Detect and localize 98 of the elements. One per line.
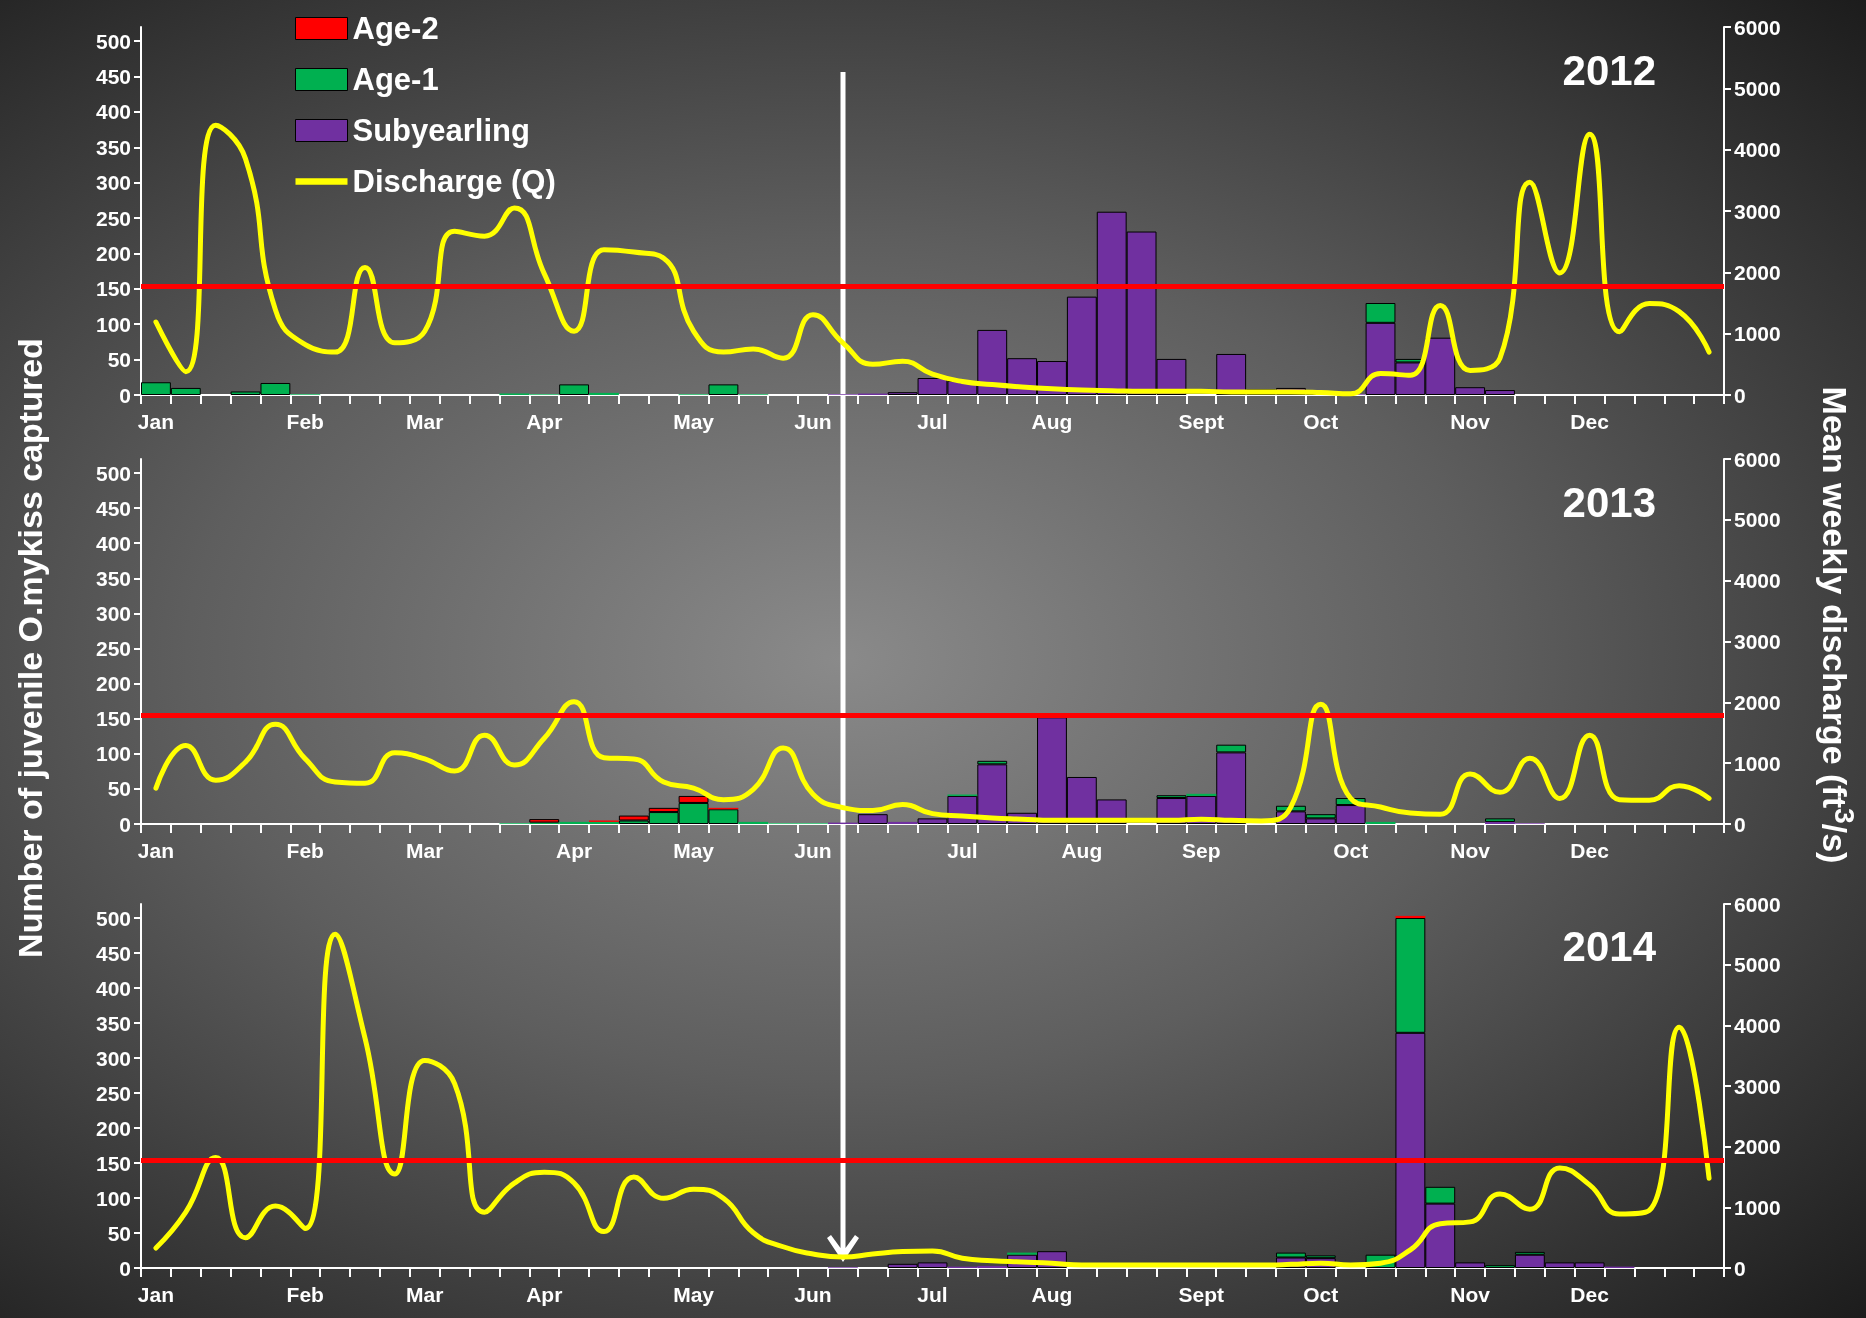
x-tick-label: Mar — [406, 1283, 444, 1306]
y-tick-label: 100 — [95, 312, 131, 336]
y-tick-label: 400 — [95, 976, 131, 1000]
y-tick-label: 250 — [95, 637, 131, 661]
y2-tick-label: 1000 — [1734, 1195, 1781, 1219]
x-tick-label: Aug — [1031, 1283, 1073, 1306]
x-tick-label: Jul — [947, 839, 978, 862]
x-tick-label: Dec — [1570, 1283, 1610, 1306]
x-tick-label: Nov — [1450, 839, 1491, 862]
x-tick-label: Feb — [286, 410, 324, 433]
x-tick-label: Oct — [1333, 839, 1369, 862]
legend-label: Discharge (Q) — [352, 164, 556, 199]
x-tick-label: Jun — [794, 410, 832, 433]
y2-tick-label: 4000 — [1734, 1013, 1781, 1037]
x-tick-label: Jan — [137, 1283, 175, 1306]
x-tick-label: Sept — [1178, 1283, 1225, 1306]
x-tick-label: May — [673, 410, 715, 433]
chart-title: 2014 — [1562, 922, 1657, 970]
y-tick-label: 100 — [95, 1186, 131, 1210]
y-tick-label: 100 — [95, 742, 131, 766]
x-tick-label: Aug — [1061, 839, 1103, 862]
y-tick-label: 450 — [95, 65, 131, 89]
y2-tick-label: 0 — [1734, 812, 1746, 836]
y2-tick-label: 4000 — [1734, 138, 1781, 162]
x-tick-label: Nov — [1450, 410, 1491, 433]
y2-tick-label: 5000 — [1734, 953, 1781, 977]
y-tick-label: 50 — [107, 777, 131, 801]
y-tick-label: 400 — [95, 531, 131, 555]
y-tick-label: 200 — [95, 241, 131, 265]
legend-label: Age-1 — [352, 62, 439, 97]
y-tick-label: 200 — [95, 1116, 131, 1140]
x-tick-label: Feb — [286, 839, 324, 862]
y-tick-label: 350 — [95, 135, 131, 159]
y-tick-label: 250 — [95, 206, 131, 230]
y2-tick-label: 3000 — [1734, 199, 1781, 223]
y2-tick-label: 5000 — [1734, 508, 1781, 532]
x-tick-label: May — [673, 839, 715, 862]
x-tick-label: Apr — [526, 410, 563, 433]
y-tick-label: 50 — [107, 1221, 131, 1245]
y2-tick-label: 0 — [1734, 383, 1746, 407]
y-tick-label: 500 — [95, 29, 131, 53]
y-tick-label: 250 — [95, 1081, 131, 1105]
x-tick-label: Nov — [1450, 1283, 1491, 1306]
x-tick-label: Apr — [556, 839, 593, 862]
x-tick-label: Dec — [1570, 839, 1610, 862]
text: 2012 — [1562, 46, 1656, 94]
y-tick-label: 300 — [95, 1046, 131, 1070]
y-tick-label: 350 — [95, 1011, 131, 1035]
legend-label: Subyearling — [352, 113, 530, 148]
x-tick-label: Jun — [794, 839, 832, 862]
y-tick-label: 300 — [95, 171, 131, 195]
y2-tick-label: 2000 — [1734, 260, 1781, 284]
x-tick-label: Dec — [1570, 410, 1610, 433]
x-tick-label: Jul — [917, 410, 948, 433]
y-tick-label: 350 — [95, 566, 131, 590]
y-tick-label: 400 — [95, 100, 131, 124]
x-tick-label: Aug — [1031, 410, 1073, 433]
y-tick-label: 500 — [95, 906, 131, 930]
legend-label: Age-2 — [352, 11, 439, 46]
y-tick-label: 450 — [95, 496, 131, 520]
x-tick-label: Oct — [1303, 1283, 1339, 1306]
y2-tick-label: 3000 — [1734, 630, 1781, 653]
y2-tick-label: 2000 — [1734, 1135, 1781, 1159]
x-tick-label: Mar — [406, 839, 444, 862]
x-tick-label: Apr — [526, 1283, 563, 1306]
y2-tick-label: 6000 — [1734, 447, 1781, 471]
y-tick-label: 200 — [95, 672, 131, 696]
y-tick-label: 50 — [107, 348, 131, 372]
x-tick-label: Sept — [1178, 410, 1225, 433]
y2-tick-label: 4000 — [1734, 569, 1781, 593]
y2-tick-label: 3000 — [1734, 1074, 1781, 1098]
text: 2013 — [1562, 478, 1656, 526]
x-tick-label: Mar — [406, 410, 444, 433]
y-axis-title: Number of juvenile O.mykiss captured — [10, 338, 50, 958]
y-tick-label: 0 — [119, 383, 131, 407]
x-tick-label: May — [673, 1283, 715, 1306]
y2-tick-label: 6000 — [1734, 892, 1781, 916]
y2-tick-label: 5000 — [1734, 76, 1781, 100]
x-tick-label: Sep — [1182, 839, 1221, 862]
y2-tick-label: 0 — [1734, 1256, 1746, 1280]
y-tick-label: 150 — [95, 277, 131, 301]
x-tick-label: Jun — [794, 1283, 832, 1306]
y2-tick-label: 1000 — [1734, 751, 1781, 775]
y-tick-label: 0 — [119, 1256, 131, 1280]
y-tick-label: 300 — [95, 601, 131, 625]
y-tick-label: 150 — [95, 707, 131, 731]
y2-tick-label: 1000 — [1734, 322, 1781, 346]
y2-tick-label: 2000 — [1734, 690, 1781, 714]
x-tick-label: Jan — [137, 839, 175, 862]
x-tick-label: Oct — [1303, 410, 1339, 433]
x-tick-label: Jan — [137, 410, 175, 433]
x-tick-label: Jul — [917, 1283, 948, 1306]
y2-tick-label: 6000 — [1734, 15, 1781, 39]
x-tick-label: Feb — [286, 1283, 324, 1306]
y-tick-label: 0 — [119, 812, 131, 836]
y-tick-label: 500 — [95, 461, 131, 485]
y-tick-label: 150 — [95, 1151, 131, 1175]
y-tick-label: 450 — [95, 941, 131, 965]
